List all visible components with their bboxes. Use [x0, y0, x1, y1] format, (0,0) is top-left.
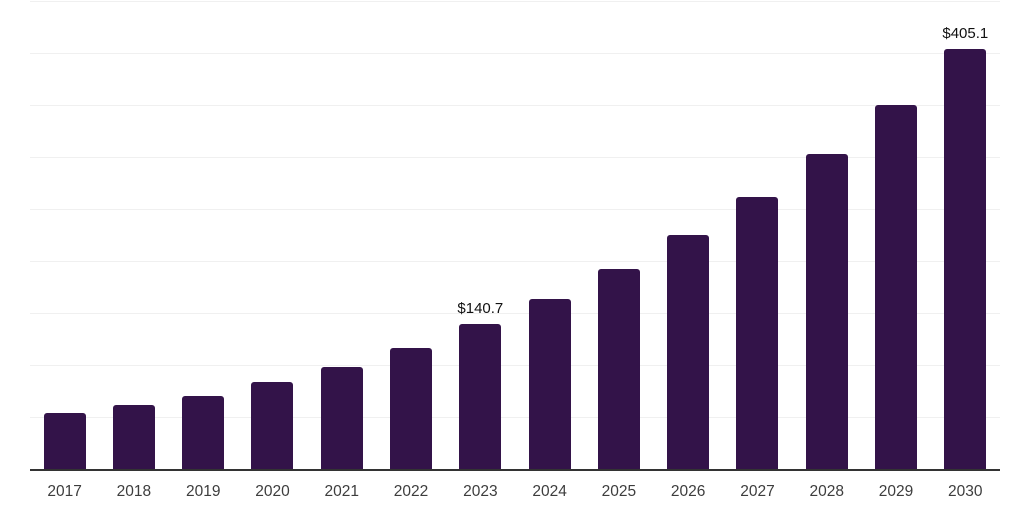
bar-2024	[528, 299, 571, 470]
gridline	[30, 209, 1000, 210]
bar-2025	[597, 269, 640, 470]
bar-2028	[805, 154, 848, 470]
bar-cell	[169, 2, 238, 470]
bar-2030	[944, 48, 987, 470]
bar-2018	[112, 405, 155, 470]
bar-value-label-2030: $405.1	[942, 24, 989, 42]
bar-cell	[515, 2, 584, 470]
x-tick-label-2021: 2021	[324, 483, 359, 500]
bar-2020	[251, 382, 294, 470]
bar-cell	[654, 2, 723, 470]
x-axis-line	[30, 469, 1000, 471]
x-tick-label-2018: 2018	[116, 483, 152, 500]
bar-2017	[43, 413, 86, 470]
bar-2026	[667, 235, 710, 470]
gridline	[30, 365, 1000, 366]
bar-cell	[723, 2, 792, 470]
x-tick-label-2019: 2019	[185, 483, 221, 500]
x-tick-label-2025: 2025	[601, 483, 637, 500]
bar-cell	[861, 2, 930, 470]
x-tick-label-2017: 2017	[47, 483, 82, 500]
bar-cell	[584, 2, 653, 470]
gridline	[30, 1, 1000, 2]
bar-cell: $140.7	[446, 2, 515, 470]
gridline	[30, 417, 1000, 418]
bar-2023	[459, 323, 502, 470]
bar-cell	[30, 2, 99, 470]
x-tick-label-2023: 2023	[463, 483, 498, 500]
bar-2022	[390, 347, 433, 470]
bar-2027	[736, 196, 779, 470]
bar-cell	[792, 2, 861, 470]
x-axis-labels: 2017 2018 2019 2020 2021 2022 2023 2024 2025 2026…	[30, 483, 1000, 501]
plot-area: $140.7 $405.1	[30, 1, 1000, 470]
x-tick-label-2027: 2027	[740, 483, 775, 500]
x-tick-label-2026: 2026	[670, 483, 706, 500]
gridline	[30, 313, 1000, 314]
bar-cell	[307, 2, 376, 470]
gridline	[30, 261, 1000, 262]
x-tick-label-2028: 2028	[809, 483, 844, 500]
gridline	[30, 53, 1000, 54]
bar-2029	[875, 105, 918, 470]
bar-cell: $405.1	[931, 2, 1000, 470]
gridline	[30, 157, 1000, 158]
bar-cell	[238, 2, 307, 470]
bar-value-label-2023: $140.7	[457, 299, 504, 317]
x-tick-label-2022: 2022	[393, 483, 429, 500]
bar-cell	[99, 2, 168, 470]
bar-2019	[182, 395, 225, 470]
bar-2021	[320, 366, 363, 470]
x-tick-label-2020: 2020	[255, 483, 290, 500]
bars-container: $140.7 $405.1	[30, 2, 1000, 470]
x-tick-label-2024: 2024	[532, 483, 567, 500]
bar-cell	[376, 2, 445, 470]
x-tick-label-2029: 2029	[878, 483, 914, 500]
gridline	[30, 105, 1000, 106]
x-tick-label-2030: 2030	[948, 483, 983, 500]
